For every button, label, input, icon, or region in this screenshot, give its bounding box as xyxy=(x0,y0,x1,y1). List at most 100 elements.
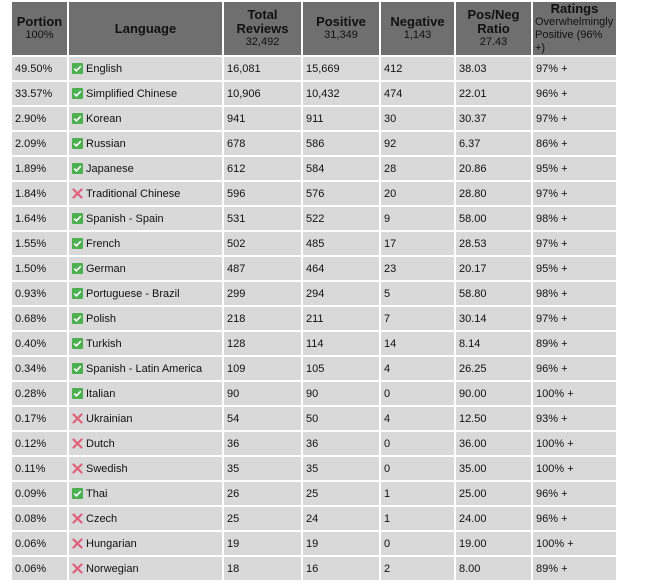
table-row: 33.57% Simplified Chinese 10,906 10,432 474 2… xyxy=(12,82,616,105)
portion-cell: 1.50% xyxy=(12,257,67,280)
table-row: 0.11% Swedish 35 35 0 35.00 100% + xyxy=(12,457,616,480)
header-positive[interactable]: Positive 31,349 xyxy=(303,2,379,55)
header-language[interactable]: Language xyxy=(69,2,222,55)
positive-cell: 522 xyxy=(303,207,379,230)
language-name: Polish xyxy=(86,312,116,325)
table-row: 0.93% Portuguese - Brazil 299 294 5 58.80 98% … xyxy=(12,282,616,305)
language-name: Hungarian xyxy=(86,537,137,550)
portion-cell: 1.84% xyxy=(12,182,67,205)
total-reviews-cell: 35 xyxy=(224,457,301,480)
rating-cell: 100% + xyxy=(533,457,616,480)
positive-cell: 25 xyxy=(303,482,379,505)
language-name: Spanish - Spain xyxy=(86,212,164,225)
language-cell: Polish xyxy=(69,307,222,330)
header-portion[interactable]: Portion 100% xyxy=(12,2,67,55)
language-entry: Italian xyxy=(72,388,222,400)
table-row: 0.34% Spanish - Latin America 109 105 4 26.25… xyxy=(12,357,616,380)
table-row: 49.50% English 16,081 15,669 412 38.03 97% + xyxy=(12,57,616,80)
language-name: Spanish - Latin America xyxy=(86,362,203,375)
ratio-cell: 28.80 xyxy=(456,182,531,205)
ratio-cell: 28.53 xyxy=(456,232,531,255)
language-entry: Korean xyxy=(72,113,222,125)
language-name: Traditional Chinese xyxy=(86,187,181,200)
language-cell: German xyxy=(69,257,222,280)
table-row: 1.84% Traditional Chinese 596 576 20 28.80 97%… xyxy=(12,182,616,205)
table-body: 49.50% English 16,081 15,669 412 38.03 97% +33… xyxy=(12,57,616,580)
positive-cell: 584 xyxy=(303,157,379,180)
portion-cell: 49.50% xyxy=(12,57,67,80)
rating-cell: 100% + xyxy=(533,382,616,405)
ratio-cell: 8.14 xyxy=(456,332,531,355)
language-entry: Spanish - Spain xyxy=(72,213,222,225)
table-row: 2.09% Russian 678 586 92 6.37 86% + xyxy=(12,132,616,155)
total-reviews-cell: 128 xyxy=(224,332,301,355)
table-row: 0.12% Dutch 36 36 0 36.00 100% + xyxy=(12,432,616,455)
total-reviews-cell: 678 xyxy=(224,132,301,155)
portion-cell: 1.64% xyxy=(12,207,67,230)
language-name: Italian xyxy=(86,387,116,400)
table-row: 1.64% Spanish - Spain 531 522 9 58.00 98% + xyxy=(12,207,616,230)
language-name: Czech xyxy=(86,512,118,525)
header-ratings[interactable]: Ratings Overwhelmingly Positive (96% +) xyxy=(533,2,616,55)
ratio-cell: 58.80 xyxy=(456,282,531,305)
header-ratio[interactable]: Pos/Neg Ratio 27.43 xyxy=(456,2,531,55)
language-name: French xyxy=(86,237,121,250)
language-entry: Thai xyxy=(72,488,222,500)
language-cell: Norwegian xyxy=(69,557,222,580)
rating-cell: 97% + xyxy=(533,182,616,205)
header-ratings-summary: Overwhelmingly Positive (96% +) xyxy=(535,16,614,54)
table-row: 0.68% Polish 218 211 7 30.14 97% + xyxy=(12,307,616,330)
total-reviews-cell: 531 xyxy=(224,207,301,230)
cross-icon xyxy=(72,513,83,524)
header-portion-label: Portion xyxy=(16,14,63,29)
table-row: 1.55% French 502 485 17 28.53 97% + xyxy=(12,232,616,255)
ratio-cell: 12.50 xyxy=(456,407,531,430)
language-entry: Polish xyxy=(72,313,222,325)
ratio-cell: 6.37 xyxy=(456,132,531,155)
header-total-reviews[interactable]: Total Reviews 32,492 xyxy=(224,2,301,55)
total-reviews-cell: 941 xyxy=(224,107,301,130)
header-ratio-value: 27.43 xyxy=(479,36,508,48)
positive-cell: 15,669 xyxy=(303,57,379,80)
total-reviews-cell: 18 xyxy=(224,557,301,580)
negative-cell: 0 xyxy=(381,532,454,555)
portion-cell: 0.08% xyxy=(12,507,67,530)
reviews-by-language-table: Portion 100% Language Total Reviews 32,4… xyxy=(10,0,618,582)
ratio-cell: 30.14 xyxy=(456,307,531,330)
ratio-cell: 22.01 xyxy=(456,82,531,105)
total-reviews-cell: 54 xyxy=(224,407,301,430)
language-name: Norwegian xyxy=(86,562,139,575)
header-negative[interactable]: Negative 1,143 xyxy=(381,2,454,55)
negative-cell: 4 xyxy=(381,407,454,430)
portion-cell: 0.68% xyxy=(12,307,67,330)
language-name: Ukrainian xyxy=(86,412,133,425)
header-portion-total: 100% xyxy=(25,29,54,41)
portion-cell: 0.28% xyxy=(12,382,67,405)
language-entry: Traditional Chinese xyxy=(72,188,222,200)
negative-cell: 0 xyxy=(381,432,454,455)
language-cell: Dutch xyxy=(69,432,222,455)
language-entry: Czech xyxy=(72,513,222,525)
language-cell: Ukrainian xyxy=(69,407,222,430)
positive-cell: 294 xyxy=(303,282,379,305)
portion-cell: 0.17% xyxy=(12,407,67,430)
check-icon xyxy=(72,113,83,124)
portion-cell: 33.57% xyxy=(12,82,67,105)
positive-cell: 586 xyxy=(303,132,379,155)
ratio-cell: 90.00 xyxy=(456,382,531,405)
language-cell: Traditional Chinese xyxy=(69,182,222,205)
rating-cell: 95% + xyxy=(533,257,616,280)
portion-cell: 0.40% xyxy=(12,332,67,355)
positive-cell: 114 xyxy=(303,332,379,355)
table-row: 0.06% Norwegian 18 16 2 8.00 89% + xyxy=(12,557,616,580)
portion-cell: 0.11% xyxy=(12,457,67,480)
check-icon xyxy=(72,313,83,324)
check-icon xyxy=(72,388,83,399)
portion-cell: 0.06% xyxy=(12,557,67,580)
language-cell: French xyxy=(69,232,222,255)
rating-cell: 98% + xyxy=(533,282,616,305)
table-row: 0.06% Hungarian 19 19 0 19.00 100% + xyxy=(12,532,616,555)
rating-cell: 96% + xyxy=(533,82,616,105)
total-reviews-cell: 612 xyxy=(224,157,301,180)
reviews-by-language-panel: Portion 100% Language Total Reviews 32,4… xyxy=(10,0,618,582)
